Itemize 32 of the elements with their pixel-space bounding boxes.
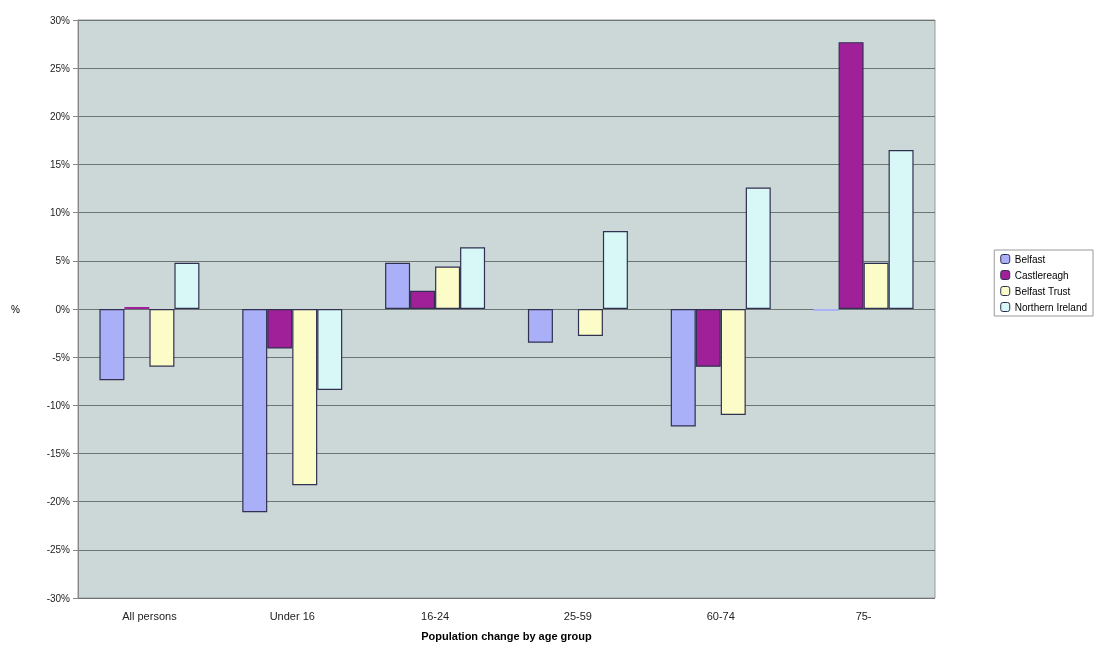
y-tick-label: 10% xyxy=(49,207,71,219)
legend-label: Castlereagh xyxy=(1014,269,1069,281)
y-tick-label: 0% xyxy=(55,303,71,315)
y-tick-label: 25% xyxy=(49,62,71,74)
x-tick-label: 60-74 xyxy=(706,609,735,622)
y-tick-label: -20% xyxy=(46,496,71,508)
legend-label: Northern Ireland xyxy=(1014,301,1087,313)
x-tick-label: Under 16 xyxy=(269,609,315,622)
y-tick-label: -30% xyxy=(46,592,71,604)
y-tick-label: 5% xyxy=(55,255,71,267)
y-tick-label: 20% xyxy=(49,110,71,122)
bar xyxy=(527,309,553,343)
x-tick-label: 75- xyxy=(855,609,872,622)
bar xyxy=(745,187,771,309)
legend-label: Belfast Trust xyxy=(1014,285,1071,297)
x-tick-label: 16-24 xyxy=(421,609,450,622)
bar xyxy=(577,309,603,336)
bar xyxy=(174,262,200,309)
bar xyxy=(602,230,628,309)
y-tick-label: -5% xyxy=(52,351,71,363)
y-axis-title: % xyxy=(11,303,21,315)
y-tick-label: 30% xyxy=(49,14,71,26)
x-tick-label: 25-59 xyxy=(563,609,592,622)
y-tick-label: -10% xyxy=(46,399,71,411)
y-tick-label: -15% xyxy=(46,448,71,459)
y-tick-label: 15% xyxy=(49,159,71,170)
legend-label: Belfast xyxy=(1014,253,1046,265)
bar xyxy=(99,309,125,381)
x-axis-title: Population change by age group xyxy=(421,629,593,642)
x-tick-label: All persons xyxy=(122,609,178,622)
y-tick-label: -25% xyxy=(46,544,71,556)
bar xyxy=(149,309,175,367)
